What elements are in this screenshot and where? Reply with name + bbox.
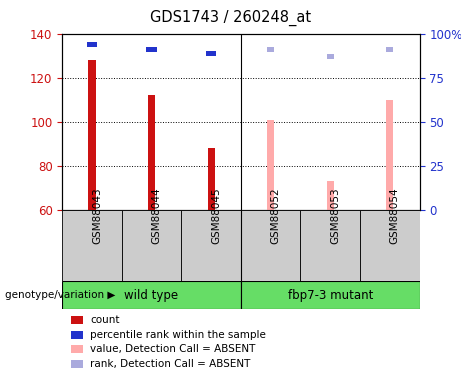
Bar	[241, 281, 420, 309]
Bar	[62, 210, 122, 281]
Bar	[206, 51, 217, 55]
Bar	[267, 47, 274, 52]
Bar	[386, 100, 393, 210]
Text: GSM88054: GSM88054	[390, 188, 400, 244]
Bar	[326, 182, 334, 210]
Text: GSM88053: GSM88053	[330, 188, 340, 244]
Bar	[386, 47, 393, 52]
Text: genotype/variation ▶: genotype/variation ▶	[5, 290, 115, 300]
Text: value, Detection Call = ABSENT: value, Detection Call = ABSENT	[90, 345, 255, 354]
Text: rank, Detection Call = ABSENT: rank, Detection Call = ABSENT	[90, 359, 250, 369]
Bar	[87, 42, 97, 47]
Bar	[241, 210, 301, 281]
Text: count: count	[90, 315, 119, 326]
Bar	[267, 120, 274, 210]
Bar	[360, 210, 420, 281]
Text: wild type: wild type	[124, 289, 178, 302]
Bar	[207, 148, 215, 210]
Bar	[181, 210, 241, 281]
Bar	[301, 210, 360, 281]
Text: GSM88044: GSM88044	[152, 188, 161, 244]
Bar	[62, 281, 241, 309]
Bar	[122, 210, 181, 281]
Text: GDS1743 / 260248_at: GDS1743 / 260248_at	[150, 9, 311, 26]
Text: GSM88052: GSM88052	[271, 188, 281, 244]
Bar	[89, 60, 95, 210]
Text: fbp7-3 mutant: fbp7-3 mutant	[288, 289, 373, 302]
Bar	[146, 47, 157, 52]
Text: GSM88043: GSM88043	[92, 188, 102, 244]
Text: GSM88045: GSM88045	[211, 188, 221, 244]
Bar	[326, 54, 334, 59]
Bar	[148, 96, 155, 210]
Text: percentile rank within the sample: percentile rank within the sample	[90, 330, 266, 340]
